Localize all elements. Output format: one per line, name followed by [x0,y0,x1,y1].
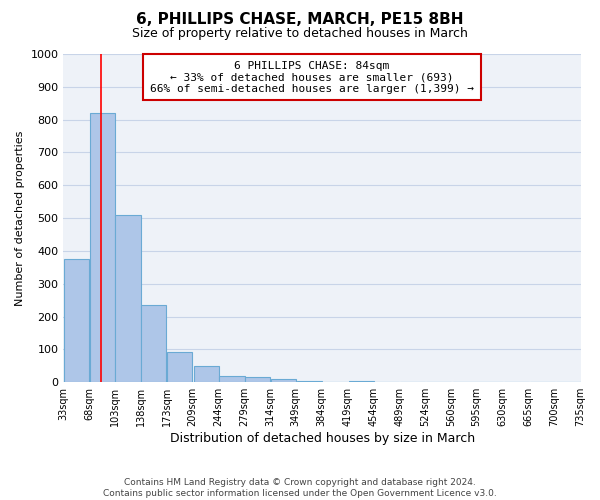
Bar [220,376,245,382]
Text: 6, PHILLIPS CHASE, MARCH, PE15 8BH: 6, PHILLIPS CHASE, MARCH, PE15 8BH [136,12,464,28]
Bar [141,305,166,382]
Text: 6 PHILLIPS CHASE: 84sqm
← 33% of detached houses are smaller (693)
66% of semi-d: 6 PHILLIPS CHASE: 84sqm ← 33% of detache… [150,60,474,94]
Text: Contains HM Land Registry data © Crown copyright and database right 2024.
Contai: Contains HM Land Registry data © Crown c… [103,478,497,498]
Text: Size of property relative to detached houses in March: Size of property relative to detached ho… [132,28,468,40]
Bar [297,380,322,382]
X-axis label: Distribution of detached houses by size in March: Distribution of detached houses by size … [170,432,475,445]
Bar [89,113,115,382]
Bar [245,378,271,382]
Bar [194,366,219,382]
Bar [167,352,192,382]
Y-axis label: Number of detached properties: Number of detached properties [15,130,25,306]
Bar [349,380,374,382]
Bar [64,259,89,382]
Bar [271,379,296,382]
Bar [115,215,140,382]
